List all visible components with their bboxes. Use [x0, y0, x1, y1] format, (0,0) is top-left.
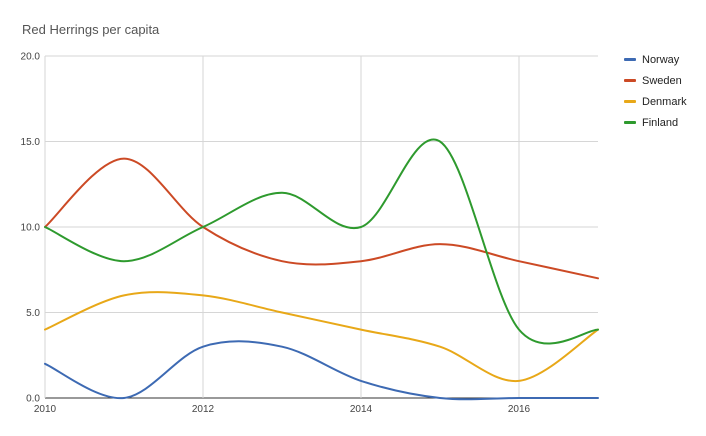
legend-label: Norway	[642, 53, 680, 66]
y-tick-label: 0.0	[26, 394, 40, 405]
gridlines	[44, 55, 598, 399]
legend-swatch	[624, 121, 636, 124]
legend-label: Finland	[642, 116, 679, 129]
legend-swatch	[624, 58, 636, 61]
x-tick-label: 2010	[34, 404, 57, 415]
series-lines	[44, 138, 599, 401]
legend-label: Sweden	[642, 74, 682, 87]
y-tick-label: 10.0	[21, 223, 41, 234]
legend-swatch	[624, 100, 636, 103]
x-tick-label: 2012	[192, 404, 215, 415]
x-tick-label: 2016	[508, 404, 531, 415]
legend: Norway Sweden Denmark Finland	[624, 49, 687, 133]
y-tick-label: 5.0	[26, 308, 40, 319]
series-line-finland	[44, 138, 599, 345]
legend-item-denmark[interactable]: Denmark	[624, 91, 687, 112]
series-line-norway	[44, 340, 599, 401]
legend-label: Denmark	[642, 95, 687, 108]
legend-swatch	[624, 79, 636, 82]
legend-item-norway[interactable]: Norway	[624, 49, 687, 70]
chart-title: Red Herrings per capita	[22, 22, 160, 37]
series-line-denmark	[44, 291, 599, 382]
y-tick-label: 20.0	[21, 52, 41, 63]
axis-ticks: 0.0 5.0 10.0 15.0 20.0 2010 2012 2014 2016	[21, 52, 531, 416]
y-tick-label: 15.0	[21, 137, 41, 148]
legend-item-finland[interactable]: Finland	[624, 112, 687, 133]
legend-item-sweden[interactable]: Sweden	[624, 70, 687, 91]
x-tick-label: 2014	[350, 404, 373, 415]
series-line-sweden	[44, 157, 599, 280]
